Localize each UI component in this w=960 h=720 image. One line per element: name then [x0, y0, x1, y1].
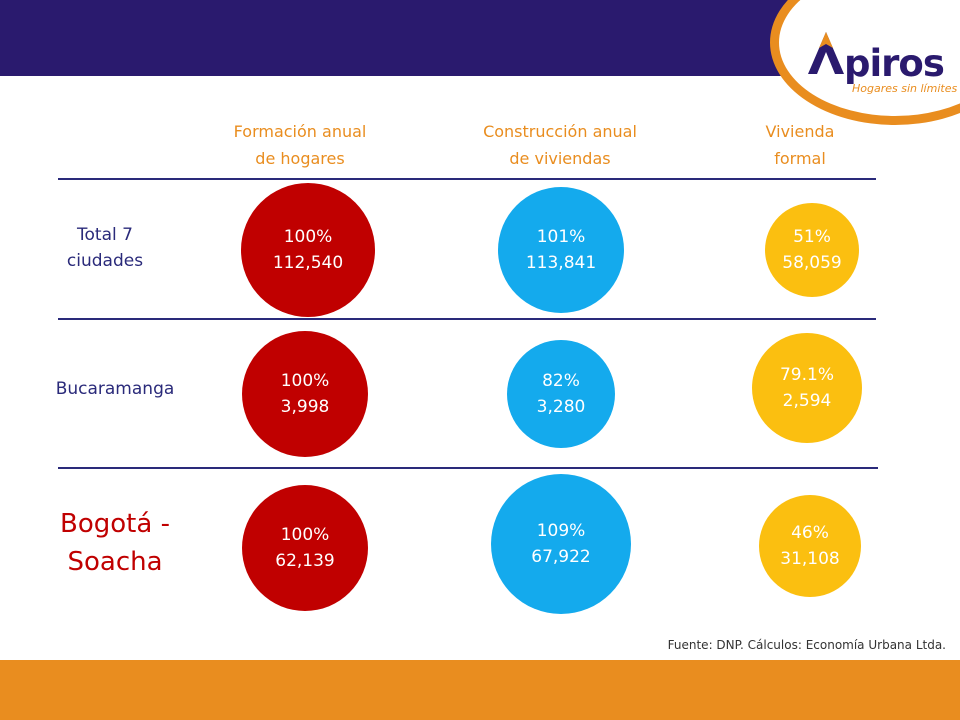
bubble-construction: 101% 113,841: [498, 187, 624, 313]
bubble-percent-label: 51%: [793, 227, 831, 247]
row-label-bogota-soacha: Bogotá - Soacha: [40, 505, 190, 581]
bubble-formal-housing: 51% 58,059: [765, 203, 859, 297]
bubble-count-label: 113,841: [525, 253, 597, 273]
bubble-construction: 82% 3,280: [507, 340, 615, 448]
row-label-bucaramanga: Bucaramanga: [40, 376, 190, 402]
bubble-percent-label: 109%: [536, 521, 586, 541]
column-header-line: Vivienda: [765, 122, 835, 141]
bubble-count-label: 31,108: [780, 549, 840, 569]
column-header-line: Formación anual: [233, 122, 367, 141]
bubble-percent-label: 46%: [791, 523, 829, 543]
bubble-count-label: 58,059: [782, 253, 842, 273]
column-header-line: de viviendas: [509, 149, 611, 168]
bubble-percent-label: 101%: [536, 227, 586, 247]
bubble-percent-label: 100%: [280, 371, 330, 391]
row-label-line: ciudades: [66, 251, 144, 271]
bubble-count-label: 3,998: [280, 397, 330, 417]
bubble-percent-label: 79.1%: [779, 365, 834, 385]
row-label-line: Bucaramanga: [55, 379, 175, 399]
bubble-construction: 109% 67,922: [491, 474, 631, 614]
row-divider: [58, 178, 876, 180]
column-header-line: formal: [774, 149, 826, 168]
column-header-households: Formación anual de hogares: [200, 118, 400, 172]
logo-a-mark-icon: [808, 32, 844, 74]
row-label-line: Bogotá -: [60, 509, 170, 539]
logo-tagline: Hogares sin límites: [852, 82, 958, 95]
bubble-count-label: 67,922: [531, 547, 591, 567]
brand-logo: piros Hogares sin límites: [760, 0, 960, 142]
column-header-line: Construcción anual: [483, 122, 637, 141]
logo-wordmark: piros: [844, 42, 945, 85]
bubble-count-label: 62,139: [275, 551, 335, 571]
column-header-construction: Construcción anual de viviendas: [460, 118, 660, 172]
bubble-count-label: 2,594: [782, 391, 832, 411]
bubble-count-label: 112,540: [272, 253, 344, 273]
bubble-formal-housing: 46% 31,108: [759, 495, 861, 597]
bubble-households: 100% 3,998: [242, 331, 368, 457]
column-header-formal-housing: Vivienda formal: [700, 118, 900, 172]
row-label-line: Total 7: [77, 225, 133, 245]
row-label-total: Total 7 ciudades: [50, 222, 160, 274]
bubble-percent-label: 100%: [283, 227, 333, 247]
bubble-percent-label: 82%: [542, 371, 580, 391]
bottom-banner: [0, 660, 960, 720]
row-divider: [58, 318, 876, 320]
row-divider: [58, 467, 878, 469]
bubble-formal-housing: 79.1% 2,594: [752, 333, 862, 443]
row-label-line: Soacha: [67, 547, 163, 577]
source-note: Fuente: DNP. Cálculos: Economía Urbana L…: [667, 638, 946, 652]
column-header-line: de hogares: [255, 149, 345, 168]
bubble-households: 100% 112,540: [241, 183, 375, 317]
bubble-households: 100% 62,139: [242, 485, 368, 611]
bubble-percent-label: 100%: [280, 525, 330, 545]
bubble-count-label: 3,280: [536, 397, 586, 417]
